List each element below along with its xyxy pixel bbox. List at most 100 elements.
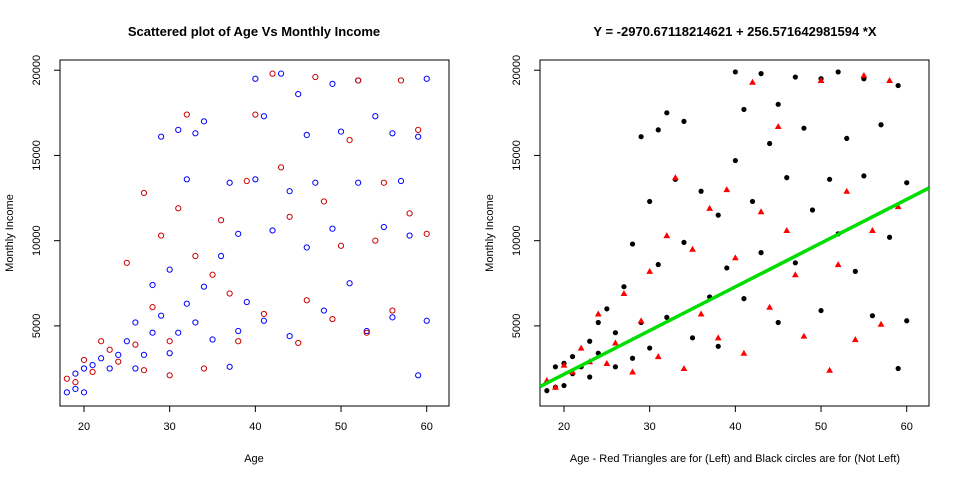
right-data-point — [817, 77, 825, 84]
right-data-point — [877, 320, 885, 327]
left-data-point — [423, 317, 430, 324]
right-data-point — [826, 366, 834, 373]
right-data-point — [860, 71, 868, 78]
left-data-point — [166, 350, 173, 357]
right-data-point — [664, 314, 670, 320]
right-data-point — [852, 268, 858, 274]
right-data-point — [895, 365, 901, 372]
right-data-point — [861, 173, 867, 179]
left-y-tick-label: 10000 — [31, 225, 43, 256]
left-data-point — [80, 356, 88, 364]
left-data-point — [132, 365, 139, 372]
left-data-point — [329, 80, 336, 87]
right-data-point — [904, 180, 910, 186]
right-data-point — [561, 382, 567, 389]
left-data-point — [252, 75, 259, 82]
left-data-point — [415, 133, 422, 140]
left-data-point — [252, 176, 259, 183]
right-x-tick-label: 20 — [558, 421, 570, 433]
right-data-point — [741, 296, 747, 302]
left-data-point — [380, 179, 387, 186]
right-y-axis-label: Monthly Income — [484, 194, 496, 272]
right-data-point — [655, 261, 661, 268]
left-points — [63, 70, 430, 396]
right-data-point — [681, 118, 687, 124]
right-data-point — [654, 353, 662, 360]
right-axes: 20 30 40 50 60 5000 10000 15000 20000 — [511, 55, 913, 433]
left-data-point — [175, 329, 182, 336]
right-data-point — [664, 110, 670, 116]
left-x-tick-label: 50 — [335, 421, 347, 433]
left-x-tick-label: 60 — [421, 421, 433, 433]
left-data-point — [200, 118, 208, 125]
right-data-point — [594, 310, 602, 317]
left-data-point — [286, 213, 293, 220]
right-data-point — [620, 290, 628, 297]
left-data-point — [226, 179, 233, 186]
left-chart-title: Scattered plot of Age Vs Monthly Income — [128, 24, 380, 39]
left-data-point — [389, 314, 396, 321]
right-data-point — [775, 101, 781, 107]
right-data-point — [724, 265, 730, 271]
left-data-point — [226, 363, 233, 370]
left-data-point — [337, 128, 345, 135]
right-data-point — [878, 122, 884, 128]
right-data-point — [646, 267, 654, 274]
left-data-point — [243, 298, 250, 306]
left-data-point — [183, 176, 190, 183]
left-data-point — [123, 259, 130, 266]
left-data-point — [217, 252, 225, 260]
right-data-point — [784, 175, 790, 181]
right-data-point — [577, 344, 585, 351]
left-data-point — [149, 281, 156, 289]
left-data-point — [98, 355, 105, 362]
right-data-point — [715, 343, 721, 349]
right-data-point — [732, 157, 738, 164]
left-data-point — [166, 266, 173, 273]
left-data-point — [415, 126, 422, 133]
right-data-point — [758, 71, 764, 77]
right-x-tick-label: 50 — [815, 421, 827, 433]
left-data-point — [115, 358, 122, 365]
right-data-point — [886, 234, 893, 240]
left-data-point — [158, 312, 165, 319]
right-x-tick-label: 40 — [729, 421, 741, 433]
right-data-point — [715, 212, 721, 218]
right-data-point — [544, 388, 550, 394]
right-data-point — [647, 345, 653, 351]
left-y-tick-label: 5000 — [31, 314, 43, 338]
left-data-point — [277, 70, 285, 77]
left-data-point — [329, 315, 336, 323]
right-data-point — [758, 250, 764, 256]
left-data-point — [200, 365, 208, 372]
left-data-point — [415, 372, 422, 379]
left-data-point — [277, 164, 285, 171]
left-data-point — [175, 205, 182, 212]
left-data-point — [158, 232, 165, 239]
left-data-point — [72, 385, 79, 393]
right-data-point — [680, 365, 688, 372]
left-data-point — [286, 188, 293, 195]
left-data-point — [166, 372, 173, 379]
left-axes: 20 30 40 50 60 5000 10000 15000 20000 — [31, 55, 433, 433]
left-x-tick-label: 30 — [164, 421, 176, 433]
right-data-point — [587, 338, 593, 344]
left-data-point — [235, 327, 242, 335]
right-data-point — [834, 261, 842, 268]
right-data-point — [774, 123, 782, 130]
right-data-point — [663, 232, 671, 239]
left-data-point — [226, 290, 233, 297]
right-data-point — [895, 82, 901, 89]
left-y-tick-label: 15000 — [31, 140, 43, 171]
left-data-point — [235, 230, 242, 237]
left-x-tick-label: 20 — [78, 421, 90, 433]
left-data-point — [295, 339, 302, 347]
left-data-point — [235, 338, 242, 345]
right-y-tick-label: 5000 — [511, 314, 523, 338]
left-data-point — [192, 319, 199, 326]
left-data-point — [149, 329, 156, 336]
left-y-axis-label: Monthly Income — [4, 194, 16, 272]
left-data-point — [183, 111, 190, 118]
right-data-point — [612, 339, 619, 346]
right-data-point — [869, 313, 876, 319]
